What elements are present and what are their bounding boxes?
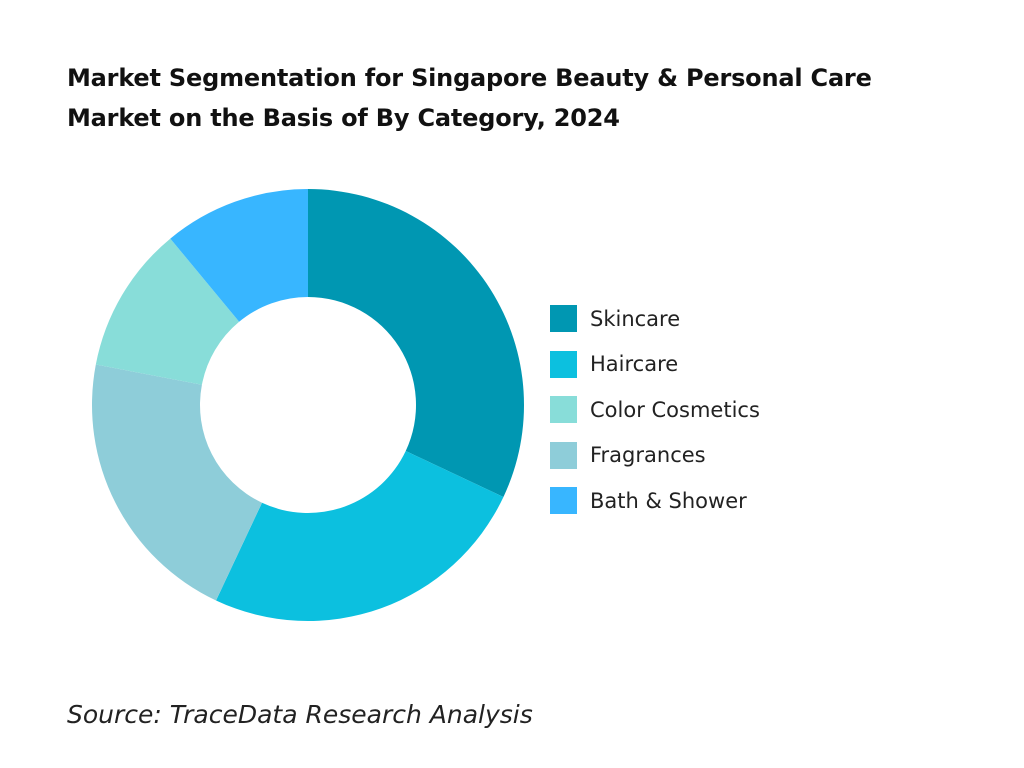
legend-swatch-color-cosmetics (550, 396, 577, 424)
source-note: Source: TraceData Research Analysis (67, 700, 533, 729)
chart-title-line-2: Market on the Basis of By Category, 2024 (67, 104, 620, 132)
legend-item-color-cosmetics: Color Cosmetics (550, 387, 760, 433)
chart-title-line-1: Market Segmentation for Singapore Beauty… (67, 64, 872, 92)
slice-color-cosmetics (95, 238, 240, 385)
chart-legend: Skincare Haircare Color Cosmetics Fragrance… (550, 296, 760, 524)
legend-label-fragrances: Fragrances (590, 443, 706, 468)
legend-label-skincare: Skincare (590, 306, 681, 331)
slice-haircare (216, 450, 504, 621)
legend-label-haircare: Haircare (590, 352, 679, 377)
legend-item-fragrances: Fragrances (550, 433, 760, 479)
legend-item-haircare: Haircare (550, 342, 760, 388)
legend-label-bath-shower: Bath & Shower (590, 488, 747, 513)
slice-skincare (308, 189, 524, 497)
legend-swatch-skincare (550, 305, 577, 333)
slice-fragrances (92, 364, 263, 601)
chart-title: Market Segmentation for Singapore Beauty… (67, 58, 967, 138)
legend-swatch-fragrances (550, 441, 577, 469)
legend-label-color-cosmetics: Color Cosmetics (590, 397, 760, 422)
legend-swatch-bath-shower (550, 487, 577, 515)
legend-swatch-haircare (550, 350, 577, 378)
legend-item-bath-shower: Bath & Shower (550, 478, 760, 524)
legend-item-skincare: Skincare (550, 296, 760, 342)
slice-bath-shower (170, 189, 308, 322)
